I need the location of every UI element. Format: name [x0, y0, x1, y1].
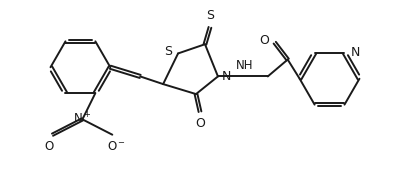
Text: N: N	[222, 70, 231, 83]
Text: S: S	[206, 9, 214, 22]
Text: O$^-$: O$^-$	[107, 140, 126, 153]
Text: O: O	[44, 140, 53, 153]
Text: O: O	[259, 34, 269, 47]
Text: N: N	[350, 46, 360, 59]
Text: N$^+$: N$^+$	[73, 112, 92, 127]
Text: O: O	[195, 117, 205, 130]
Text: NH: NH	[236, 60, 254, 72]
Text: S: S	[164, 45, 172, 58]
